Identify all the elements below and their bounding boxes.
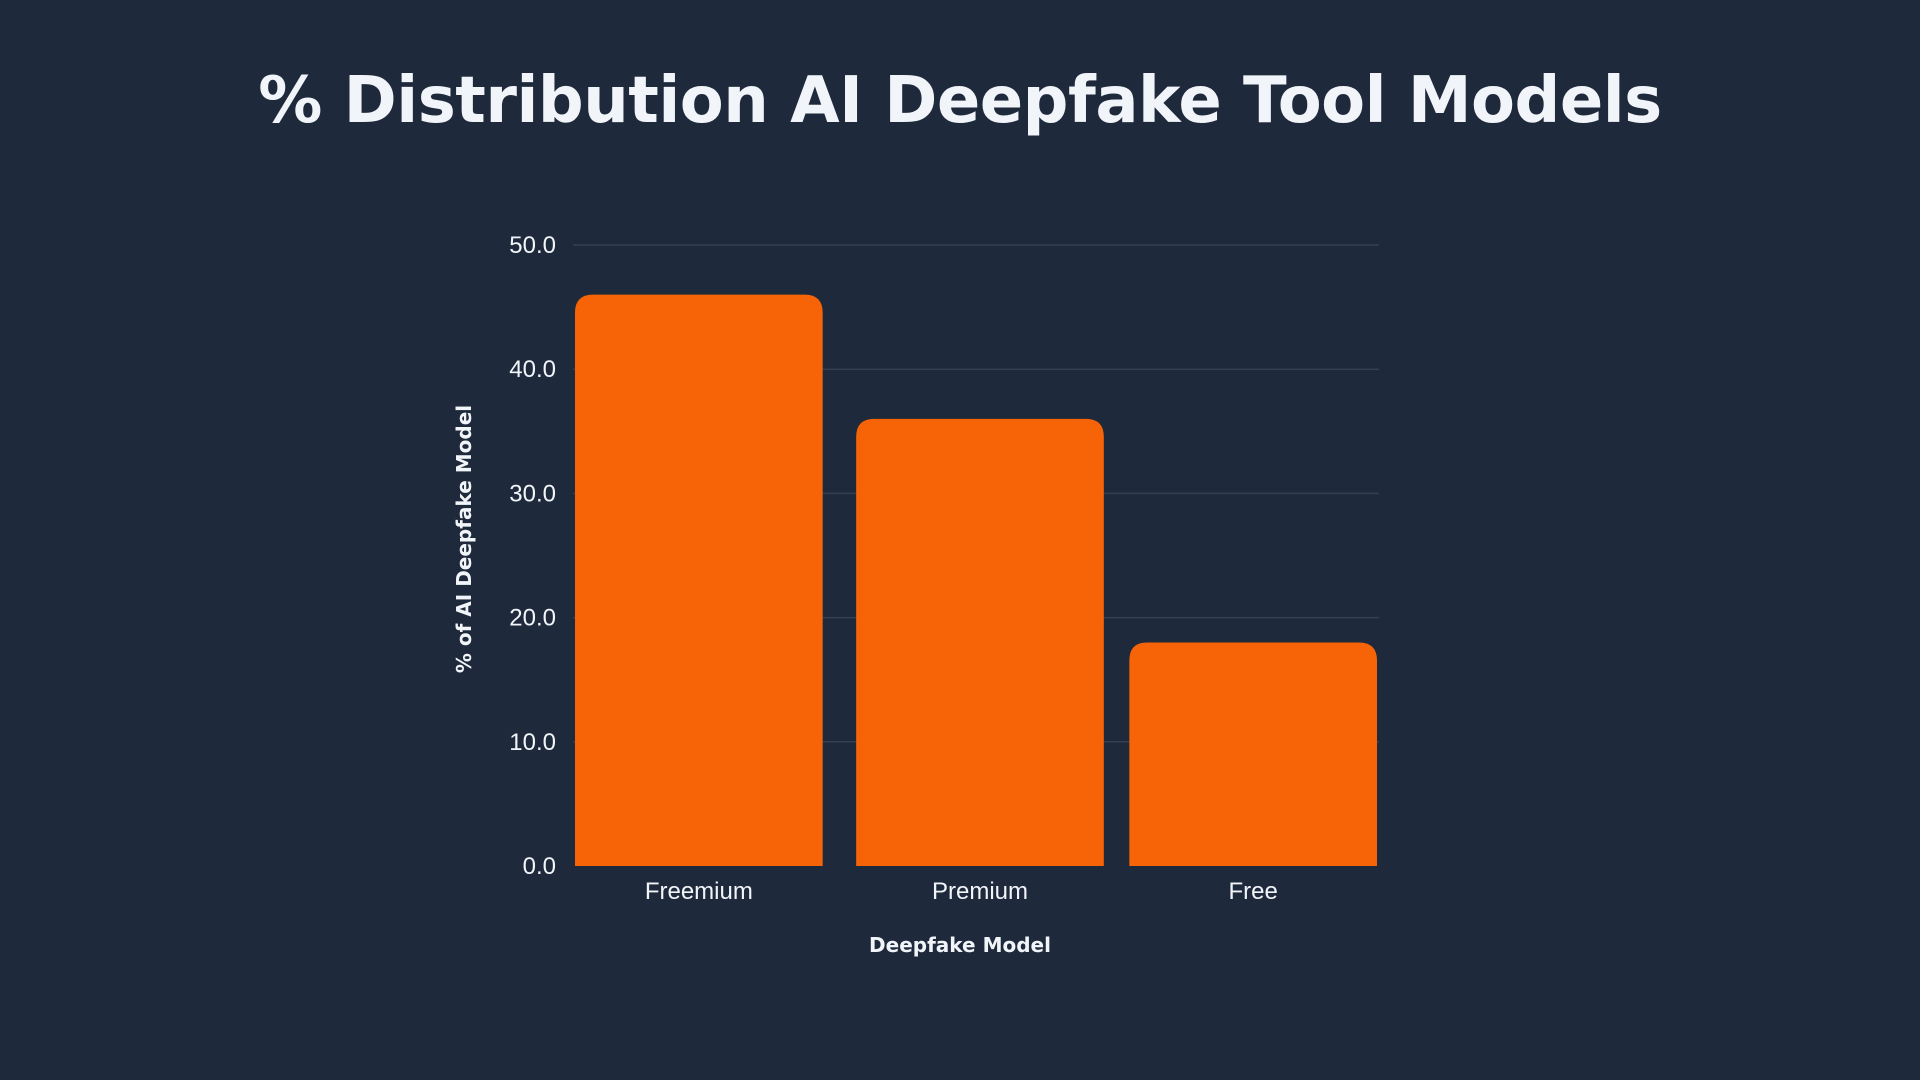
x-axis-title: Deepfake Model [869, 933, 1051, 957]
bar-premium [856, 418, 1104, 866]
x-axis-ticks: Freemium Premium Free [645, 878, 1278, 905]
y-tick-label: 20.0 [509, 605, 556, 632]
x-tick-label: Premium [932, 878, 1028, 905]
bars [575, 294, 1377, 866]
y-axis-ticks: 0.0 10.0 20.0 30.0 40.0 50.0 [509, 232, 556, 880]
y-tick-label: 10.0 [509, 729, 556, 756]
y-tick-label: 50.0 [509, 232, 556, 259]
y-tick-label: 0.0 [523, 853, 556, 880]
y-tick-label: 40.0 [509, 356, 556, 383]
bar-free [1129, 642, 1377, 866]
x-tick-label: Freemium [645, 878, 753, 905]
chart-title: % Distribution AI Deepfake Tool Models [258, 64, 1662, 138]
bar-freemium [575, 294, 823, 866]
y-axis-title: % of AI Deepfake Model [452, 405, 476, 673]
x-tick-label: Free [1228, 878, 1277, 905]
y-tick-label: 30.0 [509, 480, 556, 507]
